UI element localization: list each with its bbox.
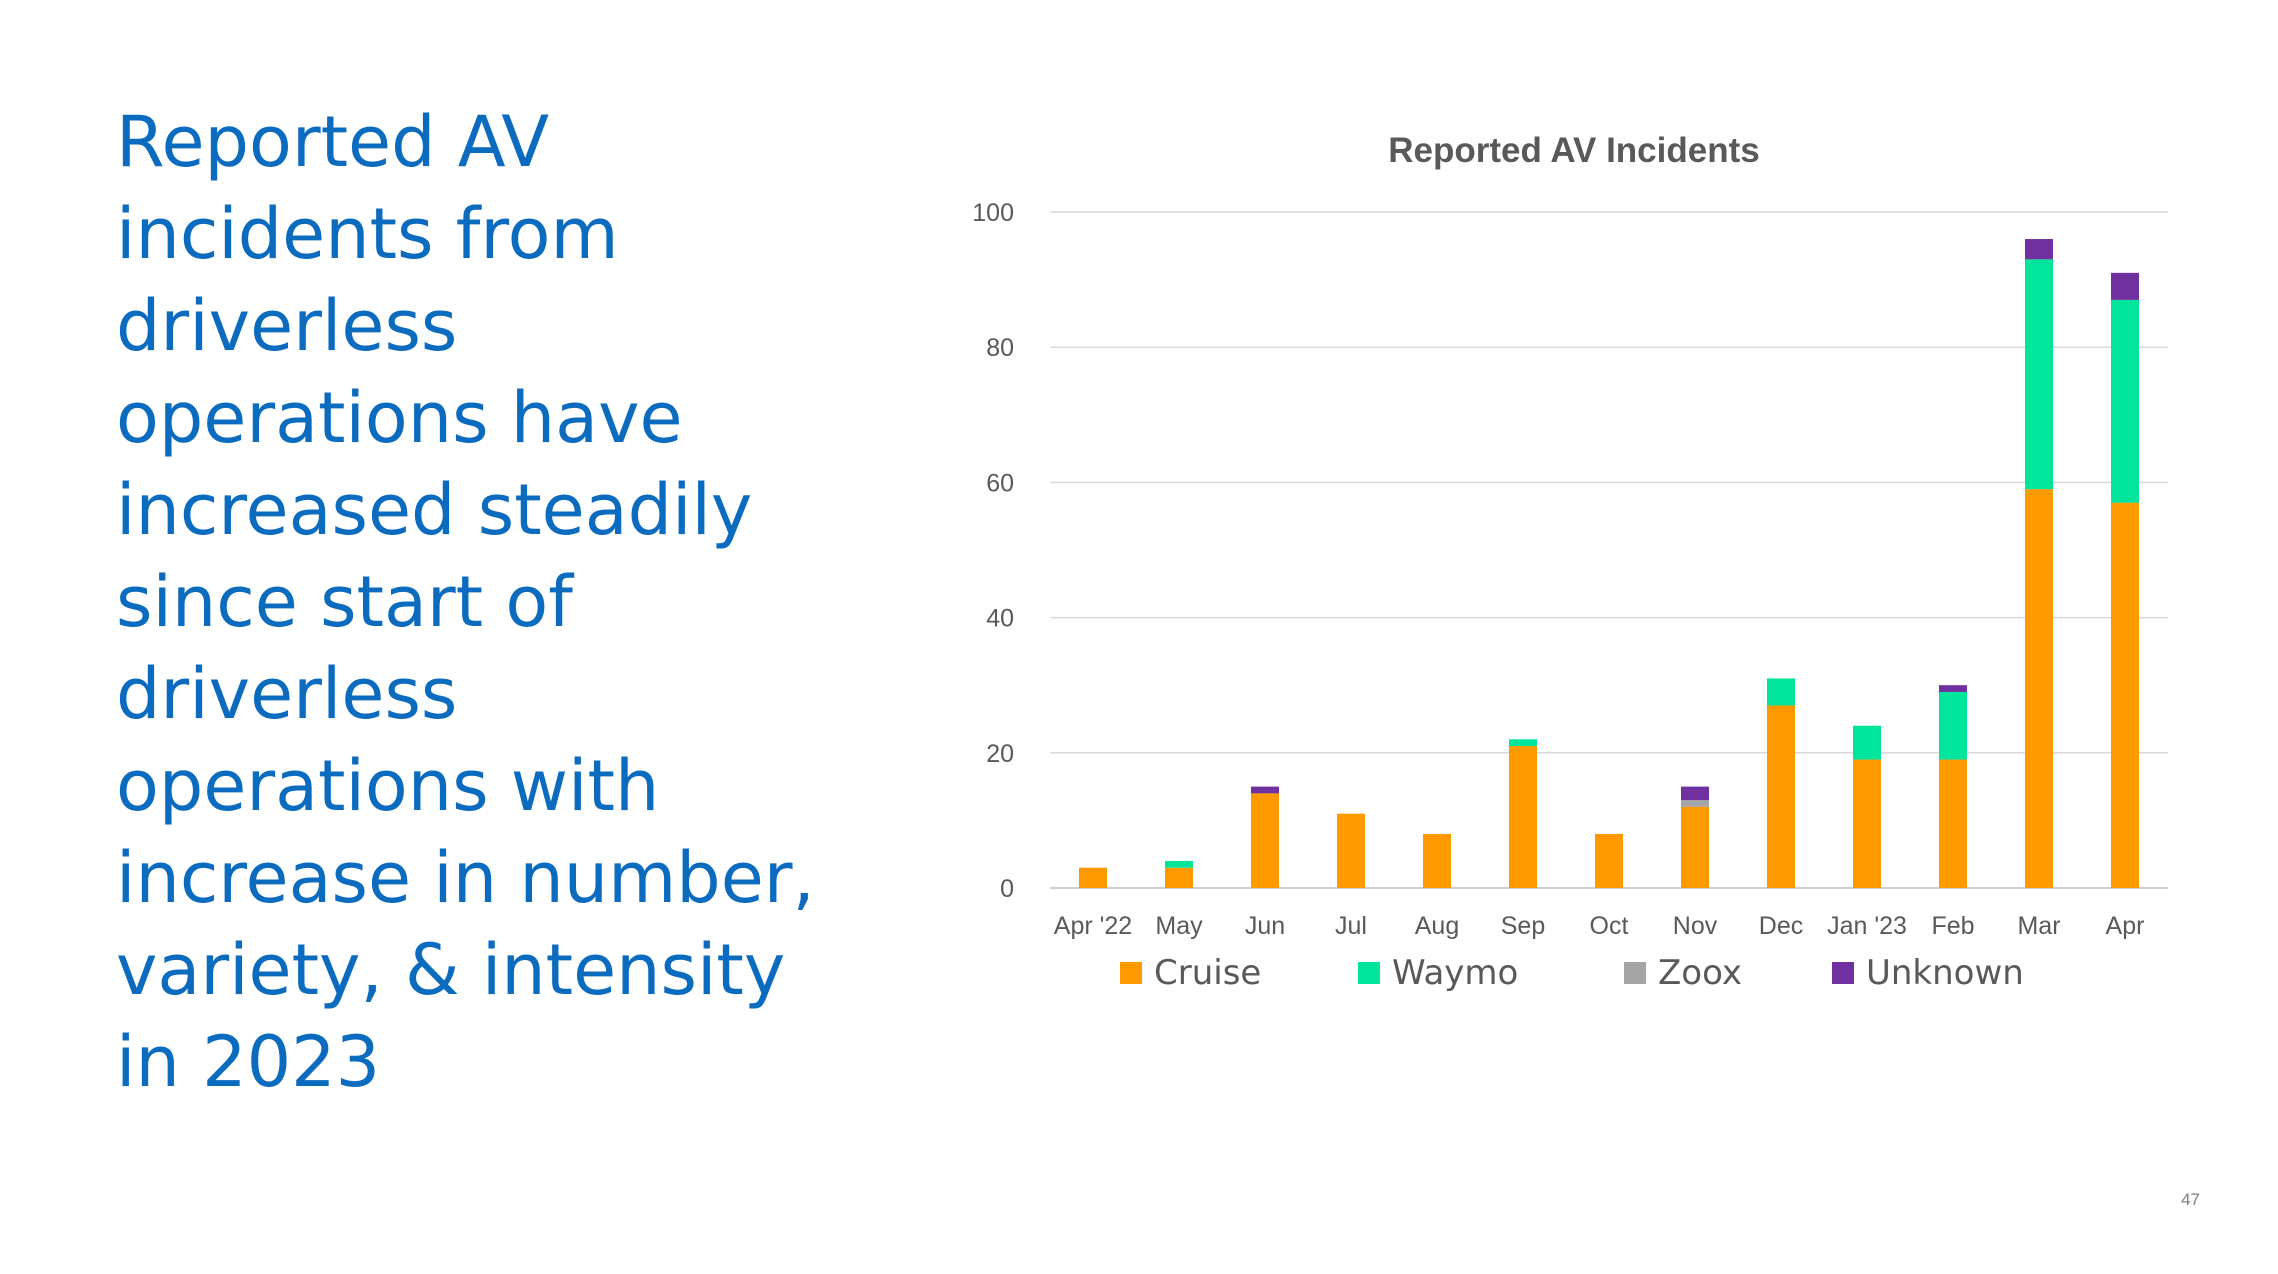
legend-label: Cruise (1154, 953, 1261, 993)
x-tick-label: Jun (1245, 912, 1285, 940)
headline-line: operations have (116, 377, 683, 459)
x-tick-label: Aug (1415, 912, 1459, 940)
stacked-bar-chart: Reported AV Incidents 0 20 40 60 80 100 Apr '… (972, 131, 2168, 993)
x-tick-label: Feb (1931, 912, 1974, 940)
headline-line: increased steadily (116, 469, 753, 551)
x-tick-label: Apr (2106, 912, 2145, 940)
bar-segment-cruise (1251, 793, 1279, 888)
x-tick-label: Apr '22 (1054, 912, 1132, 940)
bar-segment-waymo (1165, 860, 1193, 868)
gridlines (1050, 211, 2168, 889)
bar-segment-cruise (1079, 867, 1107, 888)
legend-swatch-unknown (1832, 962, 1854, 984)
x-tick-label: Jul (1335, 912, 1367, 940)
x-tick-label: Nov (1673, 912, 1718, 940)
headline-line: incidents from (116, 193, 619, 275)
bar-segment-waymo (2111, 299, 2139, 503)
legend-label: Unknown (1866, 953, 2024, 993)
headline-line: driverless (116, 285, 458, 367)
y-tick-label: 100 (972, 199, 1014, 227)
bar-segment-unknown (2111, 272, 2139, 300)
headline-line: operations with (116, 745, 660, 827)
y-axis-ticks: 0 20 40 60 80 100 (972, 199, 1014, 903)
bar-segment-cruise (1595, 833, 1623, 888)
y-tick-label: 0 (1000, 875, 1014, 903)
bar-segment-waymo (1939, 691, 1967, 760)
legend-swatch-zoox (1624, 962, 1646, 984)
headline-line: increase in number, (116, 837, 815, 919)
bar-segment-cruise (1681, 806, 1709, 888)
legend-swatch-cruise (1120, 962, 1142, 984)
bar-segment-waymo (1509, 739, 1537, 747)
legend-swatch-waymo (1358, 962, 1380, 984)
bar-segment-cruise (1939, 759, 1967, 888)
y-tick-label: 40 (986, 605, 1014, 633)
legend: Cruise Waymo Zoox Unknown (1120, 953, 2024, 993)
bar-segment-unknown (1939, 685, 1967, 692)
bar-segment-unknown (2025, 239, 2053, 260)
x-tick-label: May (1155, 912, 1203, 940)
x-tick-label: Mar (2017, 912, 2060, 940)
bar-segment-cruise (2111, 502, 2139, 888)
bar-segment-unknown (1681, 786, 1709, 801)
y-tick-label: 80 (986, 334, 1014, 362)
headline-line: Reported AV (116, 101, 550, 183)
bar-segment-zoox (1681, 800, 1709, 807)
page-number: 47 (2181, 1190, 2200, 1209)
x-tick-label: Dec (1759, 912, 1803, 940)
chart-title: Reported AV Incidents (1388, 131, 1759, 170)
y-tick-label: 60 (986, 469, 1014, 497)
bar-segment-cruise (2025, 489, 2053, 888)
headline-line: since start of (116, 561, 573, 643)
x-tick-label: Oct (1590, 912, 1629, 940)
bars (1079, 239, 2139, 888)
x-tick-label: Jan '23 (1827, 912, 1907, 940)
bar-segment-waymo (1853, 725, 1881, 760)
x-tick-label: Sep (1501, 912, 1545, 940)
bar-segment-cruise (1767, 705, 1795, 888)
headline-line: driverless (116, 653, 458, 735)
bar-segment-cruise (1509, 746, 1537, 888)
legend-label: Waymo (1392, 953, 1518, 993)
bar-segment-waymo (2025, 259, 2053, 490)
bar-segment-cruise (1423, 833, 1451, 888)
slide-headline: Reported AV incidents from driverless opera… (116, 96, 936, 1108)
headline-line: variety, & intensity (116, 929, 786, 1011)
x-axis-ticks: Apr '22 May Jun Jul Aug Sep Oct Nov Dec Jan '23 Fe… (1054, 912, 2145, 940)
bar-segment-cruise (1337, 813, 1365, 888)
bar-segment-cruise (1165, 867, 1193, 888)
bar-segment-cruise (1853, 759, 1881, 888)
legend-label: Zoox (1658, 953, 1742, 993)
headline-line: in 2023 (116, 1021, 381, 1103)
y-tick-label: 20 (986, 740, 1014, 768)
bar-segment-waymo (1767, 678, 1795, 706)
bar-segment-unknown (1251, 786, 1279, 794)
